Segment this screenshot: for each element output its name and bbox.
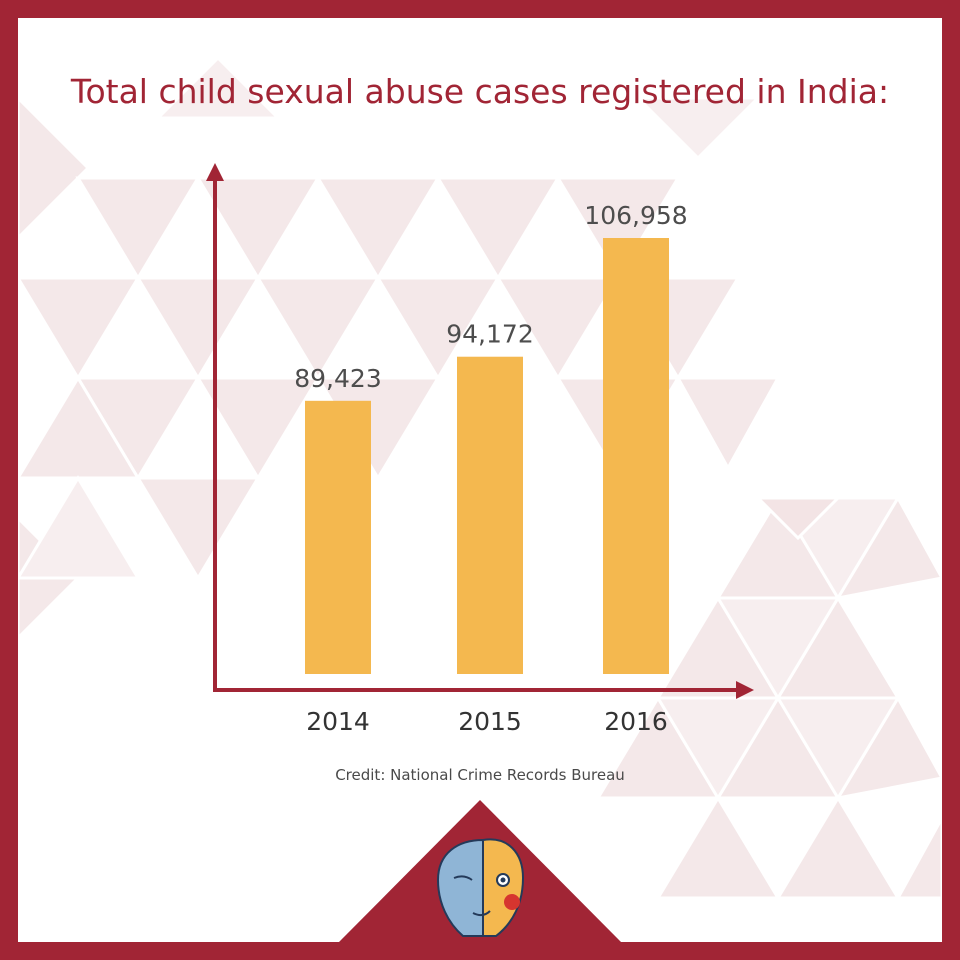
source-credit: Credit: National Crime Records Bureau [335,766,625,784]
bar-2015 [457,356,523,674]
value-label-2014: 89,423 [294,364,381,393]
bar-chart: 89,423 2014 94,172 2015 106,958 2016 [206,163,754,736]
category-label-2015: 2015 [458,707,522,736]
chart-title: Total child sexual abuse cases registere… [70,72,890,111]
category-label-2016: 2016 [604,707,668,736]
bar-2016 [603,238,669,674]
triangle-pattern-background [18,55,942,900]
x-axis [213,681,754,699]
infographic-panel: Total child sexual abuse cases registere… [18,18,942,942]
y-axis-arrowhead [206,163,224,181]
category-label-2014: 2014 [306,707,370,736]
value-label-2016: 106,958 [584,201,687,230]
two-faced-mask-icon [436,838,525,937]
bar-2014 [305,400,371,674]
x-axis-arrowhead [736,681,754,699]
value-label-2015: 94,172 [446,320,533,349]
logo [339,800,621,942]
y-axis [206,163,224,690]
